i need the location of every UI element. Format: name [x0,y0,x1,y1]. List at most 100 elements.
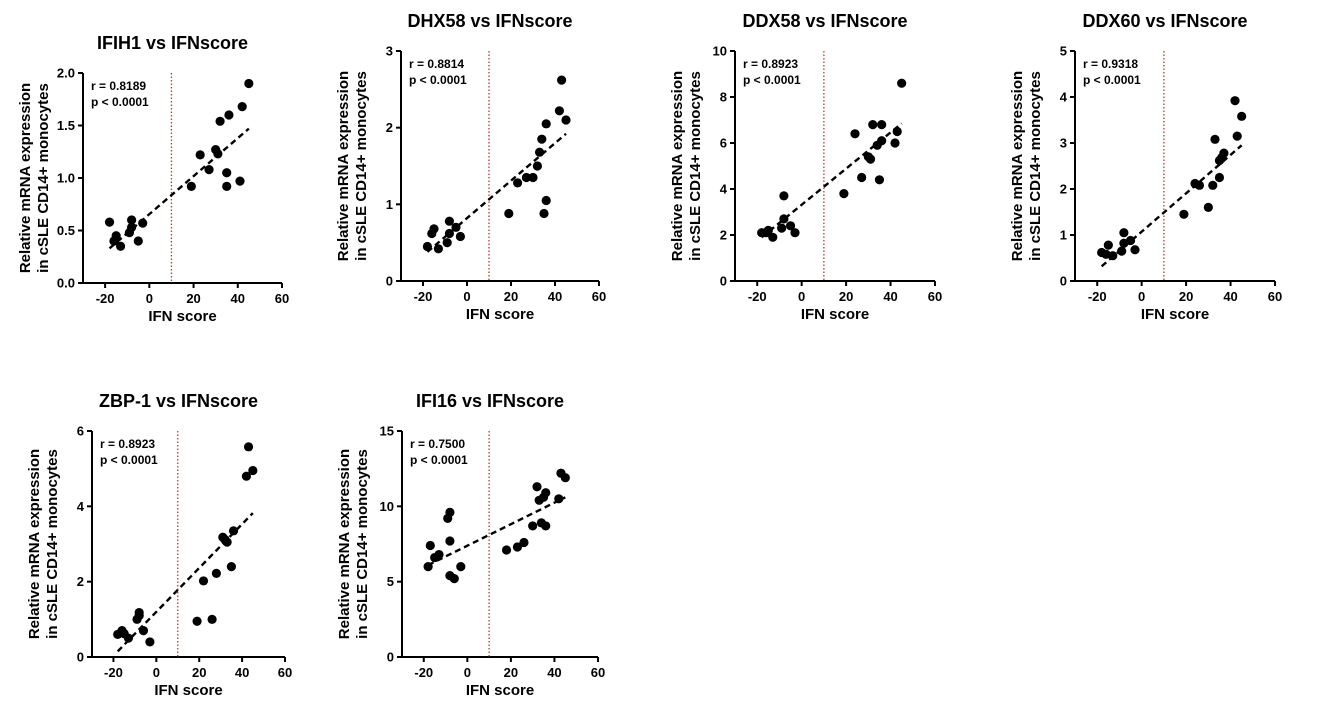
data-point [138,218,148,228]
data-point [528,521,538,531]
x-tick-label: -20 [1088,289,1107,304]
correlation-r-text: r = 0.8189 [91,79,146,93]
x-tick-label: 0 [463,289,470,304]
data-point [535,147,545,157]
y-axis-label-line1: Relative mRNA expression [335,71,352,261]
p-value-text: p < 0.0001 [410,453,468,467]
data-point [779,191,789,201]
data-point [1214,172,1225,183]
correlation-r-text: r = 0.7500 [410,437,465,451]
data-point [192,616,202,626]
y-axis-label-line2: in cSLE CD14+ monocytes [44,449,61,639]
data-point [779,214,789,224]
data-point [560,473,570,483]
y-axis-label-line1: Relative mRNA expression [1009,71,1026,261]
data-point [1230,96,1240,106]
x-tick-label: 40 [231,291,245,306]
data-point [425,540,435,551]
chart-title: IFI16 vs IFNscore [416,391,564,411]
data-point [541,521,551,531]
p-value-text: p < 0.0001 [1083,73,1141,87]
data-point [874,175,885,185]
data-point [222,181,232,191]
p-value-text: p < 0.0001 [100,453,158,467]
y-axis-label-line2: in cSLE CD14+ monocytes [1027,71,1044,261]
data-point [222,537,232,547]
data-point [134,610,144,621]
data-point [554,494,564,504]
data-point [539,208,549,219]
y-axis-label-line1: Relative mRNA expression [336,449,353,639]
data-point [429,224,439,234]
data-point [127,222,137,232]
y-tick-label: 2 [1060,182,1067,197]
data-point [104,217,115,227]
correlation-r-text: r = 0.9318 [1083,57,1138,71]
x-tick-label: -20 [96,291,115,306]
chart-title: ZBP-1 vs IFNscore [99,391,258,411]
y-axis-label-line2: in cSLE CD14+ monocytes [687,71,704,261]
data-point [504,208,514,219]
data-point [865,154,876,164]
data-point [1194,180,1205,190]
chart-title: IFIH1 vs IFNscore [97,33,248,53]
data-point [215,116,225,126]
data-point [1219,148,1229,158]
regression-line [427,496,566,567]
data-point [763,225,773,235]
data-point [1130,245,1140,255]
x-tick-label: 60 [592,289,606,304]
data-point [115,241,126,251]
y-tick-label: 5 [387,574,394,589]
y-tick-label: 15 [380,424,394,439]
x-tick-label: 20 [1179,289,1193,304]
data-point [541,195,551,206]
data-point [213,149,223,159]
data-point [423,562,433,572]
x-tick-label: 0 [153,665,160,680]
y-tick-label: 10 [713,44,727,59]
x-tick-label: 20 [504,289,518,304]
y-tick-label: 1 [1060,228,1067,243]
data-point [222,168,232,178]
data-point [243,442,254,452]
x-tick-label: 20 [192,665,206,680]
data-point [561,115,571,125]
x-axis-label: IFN score [801,306,869,323]
data-point [519,537,529,548]
y-axis-label-line2: in cSLE CD14+ monocytes [353,71,370,261]
x-tick-label: 40 [547,665,561,680]
data-point [127,215,137,225]
data-point [444,216,454,226]
data-point [133,236,143,246]
data-point [790,228,800,238]
data-point [1237,111,1247,121]
x-tick-label: 0 [1138,289,1145,304]
data-point [1103,240,1113,250]
data-point [521,172,532,183]
x-tick-label: 40 [235,665,249,680]
data-point [512,542,523,552]
chart-title: DDX60 vs IFNscore [1082,11,1247,31]
data-point [857,172,867,183]
data-point [785,221,796,231]
y-tick-label: 4 [77,499,85,514]
data-point [456,562,466,572]
data-point [244,78,254,89]
data-point [211,568,221,578]
p-value-text: p < 0.0001 [743,73,801,87]
data-point [455,231,465,242]
data-point [877,136,887,146]
data-point [897,78,907,88]
data-point [1232,131,1242,141]
data-point [839,189,849,199]
data-point [111,231,121,241]
data-point [445,507,455,517]
p-value-text: p < 0.0001 [409,73,467,87]
data-point [541,119,551,129]
data-point [768,232,778,242]
y-axis-label-line1: Relative mRNA expression [17,83,34,273]
data-point [892,126,902,137]
x-tick-label: 60 [278,665,292,680]
